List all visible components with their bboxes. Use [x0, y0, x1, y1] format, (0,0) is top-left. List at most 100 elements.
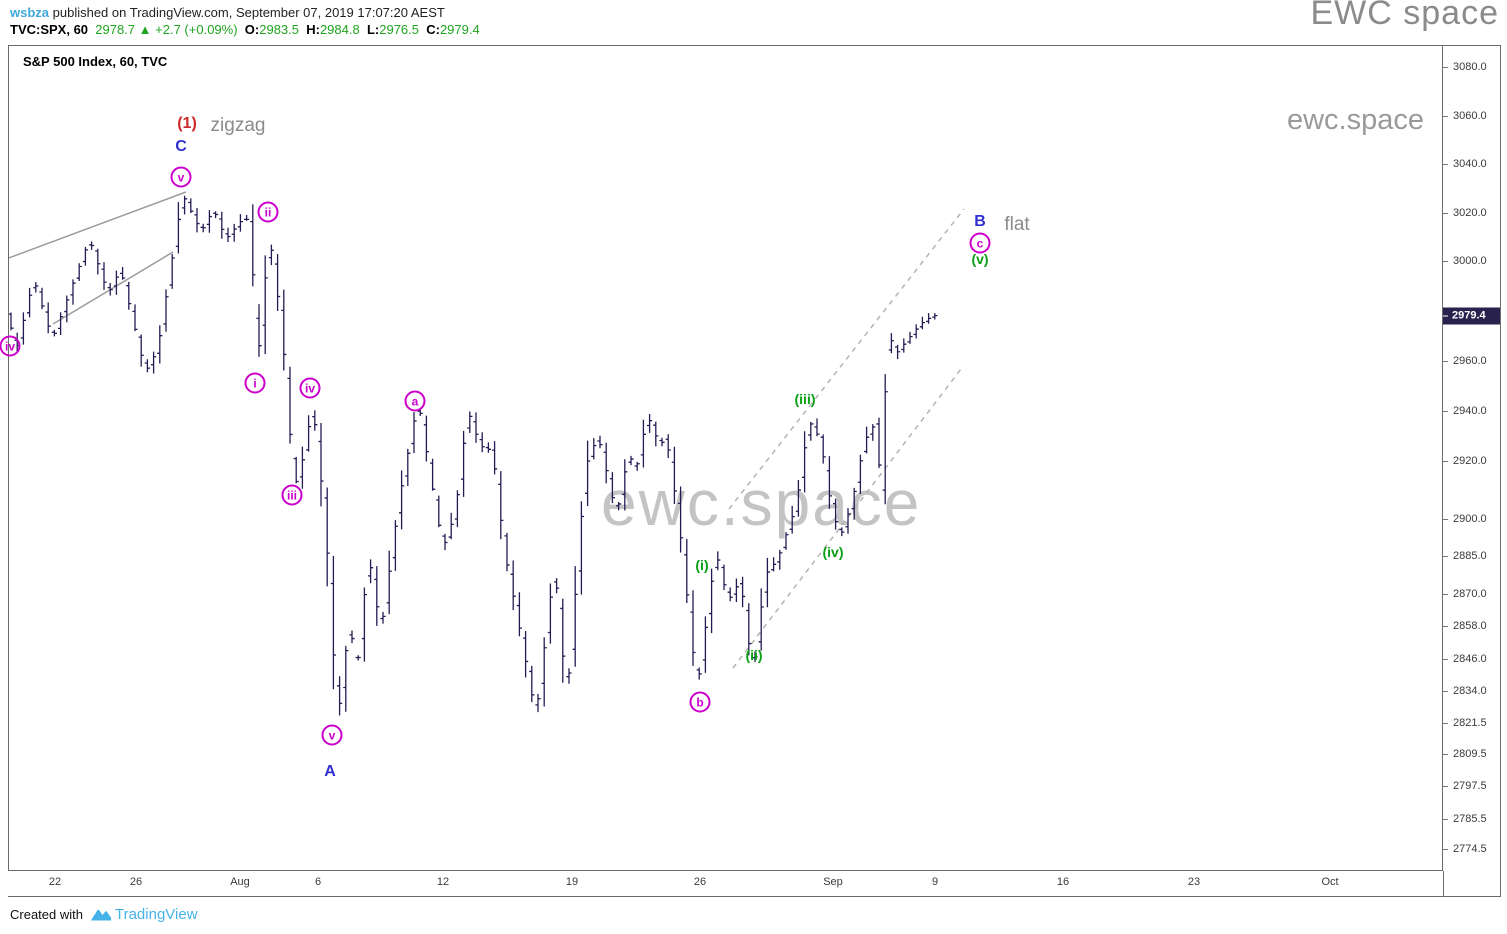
ohlc-bar — [461, 430, 467, 497]
ohlc-bar — [839, 527, 845, 537]
high-label: H: — [306, 22, 320, 37]
time-tick-Sep: Sep — [823, 876, 843, 888]
ohlc-bar — [454, 490, 460, 528]
ohlc-bar — [151, 351, 157, 374]
trendline-solid — [52, 251, 174, 325]
ohlc-bar — [268, 244, 274, 266]
symbol-ohlc-line: TVC:SPX, 60 2978.7 ▲ +2.7 (+0.09%) O:298… — [10, 22, 480, 37]
close-value: 2979.4 — [439, 22, 480, 37]
ohlc-bar — [696, 667, 702, 680]
ohlc-bar — [281, 289, 287, 371]
ohlc-bar — [95, 248, 101, 275]
ohlc-bar — [442, 533, 448, 551]
ohlc-bar — [609, 472, 615, 504]
ohlc-bar — [14, 332, 20, 352]
ohlc-bar — [374, 566, 380, 626]
author-link[interactable]: wsbza — [10, 5, 50, 20]
ohlc-bar — [485, 442, 491, 453]
ohlc-bar — [777, 549, 783, 570]
ohlc-bar — [715, 551, 721, 571]
price-tick-2809.5: 2809.5 — [1443, 748, 1487, 760]
ohlc-bar — [479, 432, 485, 453]
ohlc-bar — [882, 374, 888, 505]
price-tick-3020.0: 3020.0 — [1443, 207, 1487, 219]
chart-pane[interactable]: ewc.space ewc.space S&P 500 Index, 60, T… — [8, 45, 1443, 871]
ohlc-bar — [845, 508, 851, 534]
ohlc-bar — [120, 267, 126, 280]
ohlc-bar — [20, 312, 26, 345]
ohlc-bar — [448, 512, 454, 540]
ohlc-bar — [467, 411, 473, 433]
ohlc-bar — [665, 434, 671, 459]
ohlc-bar — [814, 418, 820, 437]
ohlc-bar — [833, 498, 839, 530]
ohlc-bar — [250, 204, 256, 287]
created-with-text: Created with — [10, 907, 83, 922]
ohlc-bar — [541, 637, 547, 707]
time-axis[interactable]: 22 26 Aug 6 12 19 26 Sep 9 16 23 Oct — [8, 871, 1501, 897]
ohlc-bar — [578, 501, 584, 595]
price-tick-2858.0: 2858.0 — [1443, 620, 1487, 632]
ohlc-bar — [560, 598, 566, 683]
price-tick-2920.0: 2920.0 — [1443, 455, 1487, 467]
ohlc-bar — [492, 441, 498, 475]
price-tick-3040.0: 3040.0 — [1443, 158, 1487, 170]
ohlc-bar — [591, 438, 597, 460]
ohlc-bar — [318, 422, 324, 507]
ohlc-bar — [213, 211, 219, 219]
ohlc-bar — [547, 583, 553, 644]
tradingview-brand-link[interactable]: TradingView — [114, 906, 198, 923]
ohlc-bar — [907, 331, 913, 344]
ohlc-bar — [771, 557, 777, 572]
ewc-space-watermark-center: ewc.space — [601, 467, 922, 539]
ohlc-bar — [436, 495, 442, 528]
ewc-space-watermark-outer: EWC space — [1310, 0, 1499, 32]
tradingview-logo-icon — [90, 909, 112, 920]
open-value: 2983.5 — [259, 22, 299, 37]
ohlc-bar — [417, 408, 423, 417]
ohlc-bar — [709, 568, 715, 634]
ohlc-bar — [516, 592, 522, 637]
ohlc-bar — [126, 281, 132, 310]
price-tick-2785.5: 2785.5 — [1443, 813, 1487, 825]
low-label: L: — [366, 22, 380, 37]
ohlc-bar — [200, 223, 206, 233]
ohlc-bar — [113, 270, 119, 295]
axis-corner-divider — [1443, 871, 1444, 897]
ohlc-bar — [864, 426, 870, 454]
ohlc-bar — [659, 437, 665, 447]
ohlc-bar — [399, 470, 405, 530]
price-axis[interactable]: 3080.0 3060.0 3040.0 3020.0 3000.0 2960.0 2940… — [1443, 45, 1501, 871]
ohlc-bar — [640, 419, 646, 468]
ohlc-bar — [299, 446, 305, 489]
ohlc-bar — [572, 566, 578, 667]
ohlc-bar — [82, 246, 88, 266]
ohlc-bar — [622, 459, 628, 511]
ohlc-bar — [368, 559, 374, 584]
ohlc-bar — [919, 316, 925, 330]
ohlc-bar — [219, 211, 225, 239]
ohlc-bar — [628, 455, 634, 466]
ohlc-bar — [647, 414, 653, 433]
ohlc-bar — [566, 668, 572, 684]
ohlc-bar — [194, 207, 200, 233]
ohlc-bar — [870, 424, 876, 441]
change-value: +2.7 (+0.09%) — [155, 22, 238, 37]
ohlc-bar — [597, 435, 603, 449]
ohlc-bar — [888, 333, 894, 354]
ohlc-bar — [355, 655, 361, 661]
ohlc-bar — [913, 324, 919, 339]
last-price-label: 2979.4 — [1443, 307, 1500, 325]
ohlc-bar — [616, 501, 622, 511]
ohlc-bar — [405, 448, 411, 487]
ohlc-bar — [634, 461, 640, 471]
ohlc-bar — [70, 279, 76, 305]
time-tick-6: 6 — [314, 876, 322, 888]
time-tick-9: 9 — [931, 876, 939, 888]
ohlc-bar — [324, 487, 330, 587]
ohlc-bar — [206, 210, 212, 233]
ohlc-bar — [76, 263, 82, 282]
ohlc-bar — [523, 630, 529, 678]
ohlc-bar — [182, 195, 188, 215]
ohlc-bar — [107, 282, 113, 296]
